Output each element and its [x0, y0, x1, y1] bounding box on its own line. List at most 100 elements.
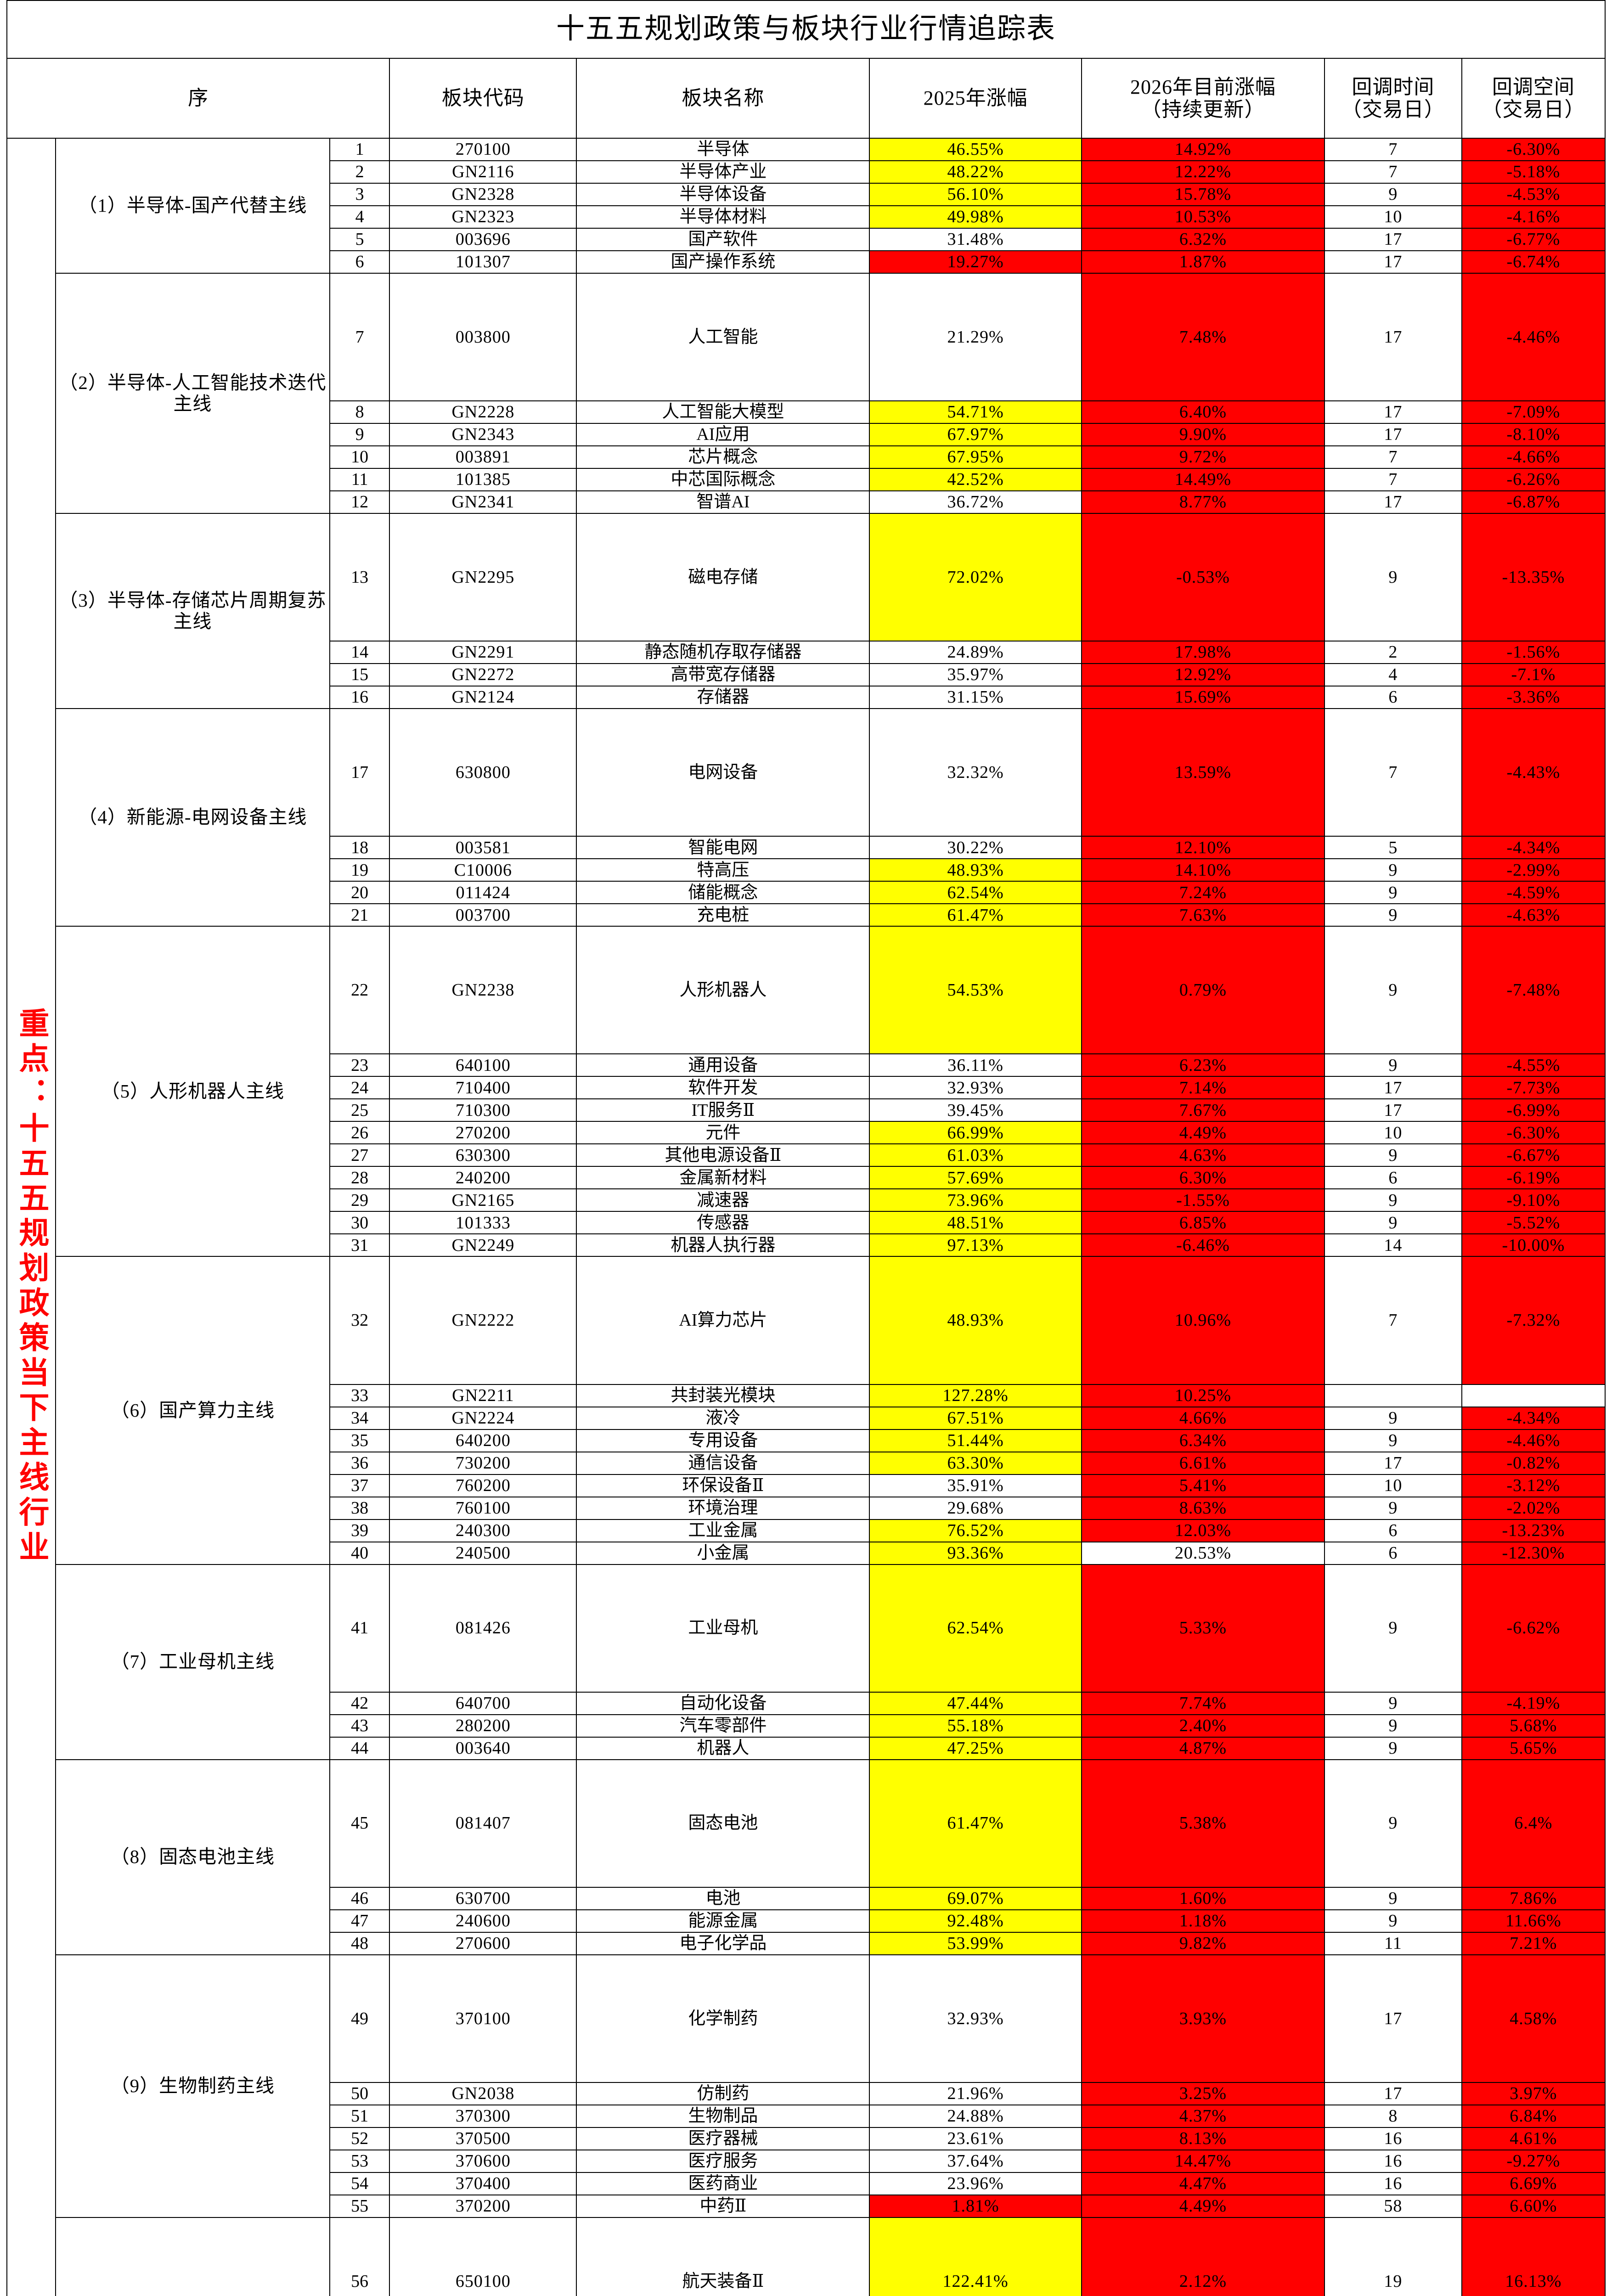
- cell-seq[interactable]: 47: [329, 1909, 390, 1933]
- cell-gain-2025[interactable]: 97.13%: [869, 1233, 1082, 1257]
- cell-gain-2026[interactable]: 2.40%: [1081, 1714, 1325, 1738]
- cell-sector-name[interactable]: 电网设备: [576, 708, 870, 837]
- cell-sector-code[interactable]: 101333: [389, 1211, 577, 1235]
- table-row[interactable]: 10 003891 芯片概念 67.95% 9.72% 7 -4.66%: [7, 445, 1606, 469]
- cell-gain-2025[interactable]: 127.28%: [869, 1384, 1082, 1407]
- cell-sector-code[interactable]: 081426: [389, 1564, 577, 1693]
- cell-seq[interactable]: 23: [329, 1053, 390, 1077]
- cell-gain-2025[interactable]: 39.45%: [869, 1098, 1082, 1122]
- cell-sector-name[interactable]: 传感器: [576, 1211, 870, 1235]
- cell-sector-code[interactable]: GN2116: [389, 160, 577, 184]
- cell-pullback-space[interactable]: -0.82%: [1461, 1451, 1606, 1475]
- cell-seq[interactable]: 4: [329, 205, 390, 229]
- cell-sector-name[interactable]: AI算力芯片: [576, 1256, 870, 1385]
- cell-gain-2025[interactable]: 1.81%: [869, 2194, 1082, 2218]
- cell-sector-name[interactable]: 人工智能大模型: [576, 400, 870, 424]
- cell-gain-2025[interactable]: 67.51%: [869, 1406, 1082, 1430]
- cell-pullback-time[interactable]: 9: [1324, 1691, 1462, 1715]
- cell-seq[interactable]: 22: [329, 926, 390, 1055]
- table-row[interactable]: 19 C10006 特高压 48.93% 14.10% 9 -2.99%: [7, 858, 1606, 882]
- table-row[interactable]: 5 003696 国产软件 31.48% 6.32% 17 -6.77%: [7, 228, 1606, 251]
- cell-sector-name[interactable]: 人形机器人: [576, 926, 870, 1055]
- table-row[interactable]: 26 270200 元件 66.99% 4.49% 10 -6.30%: [7, 1121, 1606, 1145]
- cell-sector-name[interactable]: AI应用: [576, 423, 870, 447]
- cell-sector-name[interactable]: 自动化设备: [576, 1691, 870, 1715]
- cell-seq[interactable]: 37: [329, 1474, 390, 1497]
- table-row[interactable]: 29 GN2165 减速器 73.96% -1.55% 9 -9.10%: [7, 1188, 1606, 1212]
- cell-seq[interactable]: 35: [329, 1429, 390, 1452]
- cell-pullback-time[interactable]: 17: [1324, 490, 1462, 514]
- cell-pullback-space[interactable]: -6.30%: [1461, 138, 1606, 161]
- table-row[interactable]: 35 640200 专用设备 51.44% 6.34% 9 -4.46%: [7, 1429, 1606, 1452]
- cell-gain-2025[interactable]: 56.10%: [869, 183, 1082, 206]
- cell-seq[interactable]: 52: [329, 2127, 390, 2150]
- table-row[interactable]: 20 011424 储能概念 62.54% 7.24% 9 -4.59%: [7, 881, 1606, 905]
- cell-pullback-space[interactable]: 6.69%: [1461, 2172, 1606, 2195]
- cell-seq[interactable]: 56: [329, 2217, 390, 2296]
- cell-sector-code[interactable]: 370200: [389, 2194, 577, 2218]
- cell-sector-name[interactable]: 能源金属: [576, 1909, 870, 1933]
- table-row[interactable]: 12 GN2341 智谱AI 36.72% 8.77% 17 -6.87%: [7, 490, 1606, 514]
- cell-seq[interactable]: 30: [329, 1211, 390, 1235]
- cell-sector-name[interactable]: 航天装备Ⅱ: [576, 2217, 870, 2296]
- cell-gain-2026[interactable]: 6.61%: [1081, 1451, 1325, 1475]
- cell-pullback-space[interactable]: -3.36%: [1461, 686, 1606, 709]
- cell-pullback-space[interactable]: -5.52%: [1461, 1211, 1606, 1235]
- cell-gain-2025[interactable]: 19.27%: [869, 250, 1082, 274]
- cell-gain-2025[interactable]: 37.64%: [869, 2149, 1082, 2173]
- cell-sector-code[interactable]: 630800: [389, 708, 577, 837]
- cell-sector-code[interactable]: GN2038: [389, 2082, 577, 2105]
- cell-pullback-space[interactable]: -2.99%: [1461, 858, 1606, 882]
- cell-sector-name[interactable]: 医疗服务: [576, 2149, 870, 2173]
- cell-sector-name[interactable]: 芯片概念: [576, 445, 870, 469]
- cell-sector-name[interactable]: 高带宽存储器: [576, 663, 870, 687]
- table-row[interactable]: 34 GN2224 液冷 67.51% 4.66% 9 -4.34%: [7, 1406, 1606, 1430]
- cell-sector-code[interactable]: 640700: [389, 1691, 577, 1715]
- table-row[interactable]: 重点：十五五规划政策当下主线行业 （1）半导体-国产代替主线 1 270100 半导体 4…: [6, 138, 1606, 2296]
- cell-sector-code[interactable]: 370600: [389, 2149, 577, 2173]
- cell-gain-2026[interactable]: 4.37%: [1081, 2104, 1325, 2128]
- cell-sector-code[interactable]: 003640: [389, 1736, 577, 1760]
- cell-sector-name[interactable]: 医药商业: [576, 2172, 870, 2195]
- table-row[interactable]: 2 GN2116 半导体产业 48.22% 12.22% 7 -5.18%: [7, 160, 1606, 184]
- cell-gain-2025[interactable]: 55.18%: [869, 1714, 1082, 1738]
- cell-sector-code[interactable]: GN2328: [389, 183, 577, 206]
- cell-pullback-time[interactable]: 19: [1324, 2217, 1462, 2296]
- cell-pullback-space[interactable]: 5.65%: [1461, 1736, 1606, 1760]
- cell-seq[interactable]: 29: [329, 1188, 390, 1212]
- cell-gain-2025[interactable]: 49.98%: [869, 205, 1082, 229]
- cell-pullback-time[interactable]: 17: [1324, 1098, 1462, 1122]
- cell-sector-code[interactable]: 640200: [389, 1429, 577, 1452]
- cell-gain-2026[interactable]: 15.69%: [1081, 686, 1325, 709]
- cell-pullback-time[interactable]: 4: [1324, 663, 1462, 687]
- cell-gain-2026[interactable]: -1.55%: [1081, 1188, 1325, 1212]
- cell-seq[interactable]: 50: [329, 2082, 390, 2105]
- cell-pullback-space[interactable]: -10.00%: [1461, 1233, 1606, 1257]
- cell-sector-code[interactable]: 240500: [389, 1541, 577, 1565]
- cell-seq[interactable]: 7: [329, 272, 390, 402]
- cell-sector-name[interactable]: 智能电网: [576, 836, 870, 860]
- cell-gain-2026[interactable]: 14.10%: [1081, 858, 1325, 882]
- table-row[interactable]: 46 630700 电池 69.07% 1.60% 9 7.86%: [7, 1886, 1606, 1910]
- cell-pullback-space[interactable]: -4.55%: [1461, 1053, 1606, 1077]
- cell-sector-code[interactable]: GN2323: [389, 205, 577, 229]
- cell-gain-2025[interactable]: 36.11%: [869, 1053, 1082, 1077]
- cell-pullback-space[interactable]: -13.23%: [1461, 1519, 1606, 1542]
- cell-pullback-space[interactable]: -1.56%: [1461, 641, 1606, 664]
- cell-sector-code[interactable]: 640100: [389, 1053, 577, 1077]
- cell-seq[interactable]: 31: [329, 1233, 390, 1257]
- cell-sector-code[interactable]: 003581: [389, 836, 577, 860]
- cell-sector-name[interactable]: 电池: [576, 1886, 870, 1910]
- cell-gain-2026[interactable]: 4.87%: [1081, 1736, 1325, 1760]
- cell-sector-code[interactable]: 630700: [389, 1886, 577, 1910]
- cell-pullback-space[interactable]: -8.10%: [1461, 423, 1606, 447]
- cell-sector-name[interactable]: 半导体: [576, 138, 870, 161]
- cell-sector-name[interactable]: 其他电源设备Ⅱ: [576, 1143, 870, 1167]
- cell-sector-code[interactable]: GN2165: [389, 1188, 577, 1212]
- table-row[interactable]: 31 GN2249 机器人执行器 97.13% -6.46% 14 -10.00%: [7, 1233, 1606, 1257]
- cell-gain-2026[interactable]: 6.85%: [1081, 1211, 1325, 1235]
- cell-pullback-time[interactable]: 8: [1324, 2104, 1462, 2128]
- cell-gain-2026[interactable]: 7.24%: [1081, 881, 1325, 905]
- cell-sector-name[interactable]: 元件: [576, 1121, 870, 1145]
- cell-sector-code[interactable]: 240200: [389, 1166, 577, 1190]
